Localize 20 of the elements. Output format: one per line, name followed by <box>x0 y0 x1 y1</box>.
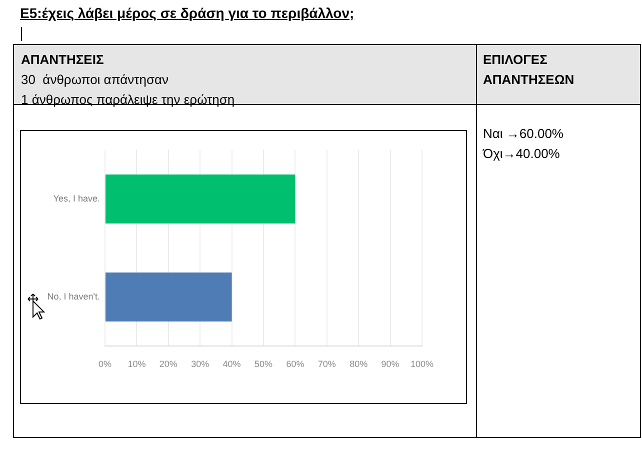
text: ΑΠΑΝΤΗΣΕΙΣ <box>21 51 105 69</box>
text: 30 άνθρωποι απάντησαν <box>21 71 170 89</box>
x-tick-label: 30% <box>191 358 210 369</box>
x-tick-label: 70% <box>318 358 336 369</box>
x-tick-label: 20% <box>159 358 178 369</box>
y-tick-label: Yes, I have. <box>53 193 100 204</box>
text: ΕΠΙΛΟΓΕΣ ΑΠΑΝΤΗΣΕΩΝ <box>483 51 576 89</box>
x-tick-label: 90% <box>381 358 400 369</box>
text: Όχι→40.00% <box>483 145 561 163</box>
x-tick-label: 0% <box>98 358 112 369</box>
chart-title: E5:έχεις λάβει μέρος σε δράση για το περιβάλλον; <box>20 5 354 21</box>
text: 1 άνθρωπος παράλειψε την ερώτηση <box>21 91 235 109</box>
y-tick-label: No, I haven't. <box>47 291 100 302</box>
x-tick-label: 10% <box>128 358 146 369</box>
x-tick-label: 100% <box>410 358 434 369</box>
x-tick-label: 40% <box>222 358 241 369</box>
text: Ναι →60.00% <box>483 125 564 143</box>
x-tick-label: 80% <box>350 358 368 369</box>
x-tick-label: 50% <box>254 358 273 369</box>
x-tick-label: 60% <box>286 358 304 369</box>
